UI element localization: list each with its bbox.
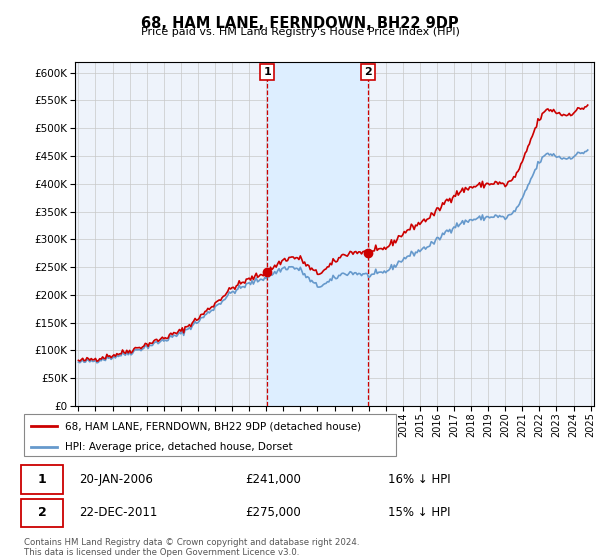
Text: 22-DEC-2011: 22-DEC-2011: [79, 506, 158, 519]
Text: 16% ↓ HPI: 16% ↓ HPI: [388, 473, 451, 486]
Text: 1: 1: [38, 473, 46, 486]
FancyBboxPatch shape: [24, 414, 396, 456]
Text: 68, HAM LANE, FERNDOWN, BH22 9DP (detached house): 68, HAM LANE, FERNDOWN, BH22 9DP (detach…: [65, 421, 361, 431]
Text: 2: 2: [364, 67, 372, 77]
Text: £275,000: £275,000: [245, 506, 301, 519]
Bar: [267, 62, 368, 406]
Text: HPI: Average price, detached house, Dorset: HPI: Average price, detached house, Dors…: [65, 442, 293, 452]
Text: 20-JAN-2006: 20-JAN-2006: [79, 473, 153, 486]
FancyBboxPatch shape: [21, 465, 62, 493]
Text: £241,000: £241,000: [245, 473, 301, 486]
FancyBboxPatch shape: [21, 499, 62, 527]
Text: Contains HM Land Registry data © Crown copyright and database right 2024.
This d: Contains HM Land Registry data © Crown c…: [24, 538, 359, 557]
Text: Price paid vs. HM Land Registry's House Price Index (HPI): Price paid vs. HM Land Registry's House …: [140, 27, 460, 37]
Text: 68, HAM LANE, FERNDOWN, BH22 9DP: 68, HAM LANE, FERNDOWN, BH22 9DP: [141, 16, 459, 31]
Text: 15% ↓ HPI: 15% ↓ HPI: [388, 506, 451, 519]
Text: 1: 1: [263, 67, 271, 77]
Text: 2: 2: [38, 506, 46, 519]
